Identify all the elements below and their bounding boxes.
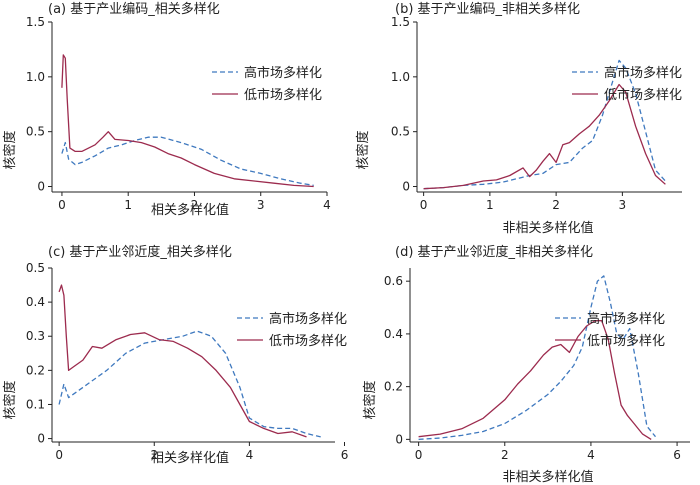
panel-title: (d) 基于产业邻近度_非相关多样化 bbox=[395, 244, 593, 260]
y-axis-label: 核密度 bbox=[362, 380, 378, 419]
series-line-high-market bbox=[61, 136, 314, 187]
y-tick-label: 0.3 bbox=[26, 329, 45, 343]
y-tick-label: 0 bbox=[37, 180, 45, 194]
x-tick-label: 2 bbox=[191, 198, 199, 212]
chart-panel-3: (c) 基于产业邻近度_相关多样化 0 2 4 6 0 0.1 0.2 0.3 0.4 0.5 相关多… bbox=[2, 244, 348, 466]
y-tick-label: 0.5 bbox=[391, 125, 410, 139]
x-tick-label: 3 bbox=[257, 198, 265, 212]
series-line-low-market bbox=[61, 54, 314, 188]
legend-label: 低市场多样化 bbox=[269, 333, 347, 349]
x-tick-label: 1 bbox=[486, 198, 494, 212]
x-tick-label: 2 bbox=[552, 198, 560, 212]
x-tick-label: 2 bbox=[501, 448, 509, 462]
y-axis-label: 核密度 bbox=[2, 380, 18, 419]
y-tick-label: 1.5 bbox=[26, 15, 45, 29]
x-tick-label: 0 bbox=[420, 198, 428, 212]
panel-title: (b) 基于产业编码_非相关多样化 bbox=[395, 1, 580, 17]
y-tick-label: 0.1 bbox=[26, 397, 45, 411]
y-tick-label: 0.5 bbox=[26, 261, 45, 275]
x-tick-label: 0 bbox=[58, 198, 66, 212]
series-line-low-market bbox=[418, 320, 652, 440]
legend-label: 高市场多样化 bbox=[604, 65, 682, 81]
series-line-high-market bbox=[418, 275, 657, 441]
y-axis-label: 核密度 bbox=[355, 130, 371, 169]
legend-label: 高市场多样化 bbox=[587, 311, 665, 327]
x-tick-label: 6 bbox=[341, 448, 349, 462]
x-tick-label: 4 bbox=[323, 198, 331, 212]
y-tick-label: 0.2 bbox=[384, 380, 403, 394]
y-tick-label: 1.5 bbox=[391, 15, 410, 29]
series-line-low-market bbox=[58, 284, 307, 438]
x-axis-label: 非相关多样化值 bbox=[502, 220, 593, 236]
y-tick-label: 0 bbox=[402, 180, 410, 194]
y-tick-label: 0.5 bbox=[26, 125, 45, 139]
series-line-high-market bbox=[423, 59, 666, 190]
x-tick-label: 0 bbox=[55, 448, 63, 462]
y-axis-label: 核密度 bbox=[2, 130, 18, 169]
series-line-high-market bbox=[58, 330, 321, 438]
x-axis-label: 相关多样化值 bbox=[151, 450, 229, 466]
y-tick-label: 1.0 bbox=[26, 70, 45, 84]
legend-label: 低市场多样化 bbox=[244, 87, 322, 103]
panel-title: (a) 基于产业编码_相关多样化 bbox=[48, 1, 220, 17]
x-tick-label: 3 bbox=[619, 198, 627, 212]
chart-panel-4: (d) 基于产业邻近度_非相关多样化 0 2 4 6 0 0.2 0.4 0.6 非相关多样化值 核… bbox=[362, 244, 690, 485]
x-tick-label: 6 bbox=[673, 448, 681, 462]
x-tick-label: 1 bbox=[124, 198, 132, 212]
y-tick-label: 0 bbox=[395, 432, 403, 446]
chart-panel-1: (a) 基于产业编码_相关多样化 0 1 2 3 4 0 0.5 1.0 1.5 相关多样化值 核密度… bbox=[2, 1, 331, 218]
x-axis-label: 相关多样化值 bbox=[151, 202, 229, 218]
legend-label: 低市场多样化 bbox=[587, 333, 665, 349]
x-tick-label: 4 bbox=[587, 448, 595, 462]
x-tick-label: 2 bbox=[150, 448, 158, 462]
chart-panel-2: (b) 基于产业编码_非相关多样化 0 1 2 3 0 0.5 1.0 1.5 非相关多样化值 核密… bbox=[355, 1, 682, 236]
legend-label: 低市场多样化 bbox=[604, 87, 682, 103]
y-tick-label: 0.2 bbox=[26, 363, 45, 377]
y-tick-label: 0.6 bbox=[384, 274, 403, 288]
y-tick-label: 0 bbox=[37, 432, 45, 446]
legend-label: 高市场多样化 bbox=[244, 65, 322, 81]
y-tick-label: 1.0 bbox=[391, 70, 410, 84]
y-tick-label: 0.4 bbox=[384, 327, 403, 341]
x-tick-label: 4 bbox=[246, 448, 254, 462]
legend-label: 高市场多样化 bbox=[269, 311, 347, 327]
y-tick-label: 0.4 bbox=[26, 295, 45, 309]
x-axis-label: 非相关多样化值 bbox=[502, 469, 593, 485]
series-line-low-market bbox=[423, 83, 666, 190]
x-tick-label: 0 bbox=[415, 448, 423, 462]
panel-title: (c) 基于产业邻近度_相关多样化 bbox=[48, 244, 232, 260]
